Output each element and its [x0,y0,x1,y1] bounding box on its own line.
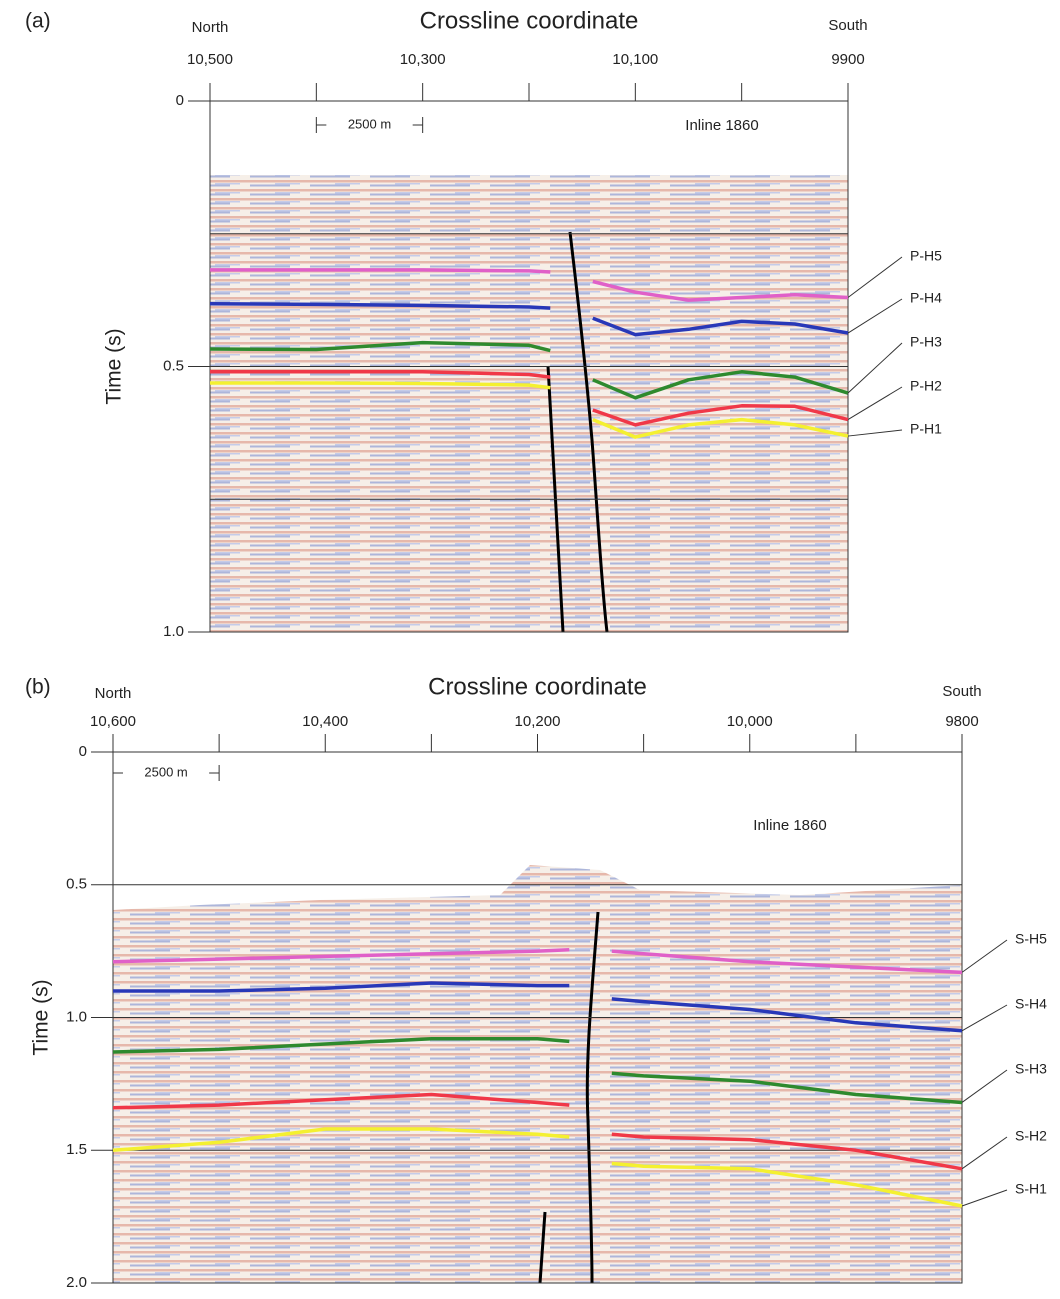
leader-line [961,1004,1008,1032]
leader-line [961,1136,1008,1170]
scale-bar-label: 2500 m [348,116,391,131]
x-tick-label: 10,000 [727,713,773,730]
y-tick-label: 0.5 [66,876,87,893]
x-tick-label: 10,200 [515,713,561,730]
annotation: Inline 1860 [685,117,758,134]
y-tick-label: 0 [176,92,184,109]
horizon [112,948,963,975]
scale-bar [315,117,424,133]
horizon-label: P-H4 [910,290,942,306]
fault [538,1211,547,1284]
y-tick-label: 2.0 [66,1274,87,1291]
chart-title: Crossline coordinate [428,673,647,700]
north-label: North [192,19,229,36]
annotation: Inline 1860 [753,817,826,834]
south-label: South [828,17,867,34]
horizon [209,302,849,337]
south-label: South [942,683,981,700]
leader-line [847,256,903,298]
seismic-section [210,175,848,632]
horizon-label: P-H2 [910,378,942,394]
north-label: North [95,685,132,702]
chart-title: Crossline coordinate [420,7,639,34]
horizon [210,370,849,427]
scale-bar [112,765,220,781]
horizon [209,340,849,400]
y-tick-label: 1.5 [66,1141,87,1158]
y-tick-label: 0 [79,743,87,760]
leader-line [847,429,903,437]
y-axis-label: Time (s) [30,979,53,1055]
x-tick-label: 10,400 [302,713,348,730]
horizon [112,1092,963,1171]
leader-line [961,939,1008,973]
panel-label: (b) [25,676,51,699]
seismic-section [113,865,962,1283]
x-tick-label: 9900 [831,51,864,68]
scale-bar-label: 2500 m [144,764,187,779]
horizon [210,268,849,302]
horizon [113,981,963,1033]
horizon [112,1127,963,1208]
horizon-label: S-H1 [1015,1181,1047,1197]
leader-line [961,1189,1008,1207]
y-tick-label: 1.0 [163,623,184,640]
y-tick-label: 1.0 [66,1008,87,1025]
panel-label: (a) [25,10,51,33]
horizon-label: P-H5 [910,248,942,264]
horizon [210,381,849,439]
horizon-label: P-H1 [910,421,942,437]
horizon-label: S-H2 [1015,1128,1047,1144]
x-tick-label: 9800 [945,713,978,730]
horizon-label: S-H4 [1015,996,1047,1012]
x-tick-label: 10,500 [187,51,233,68]
x-tick-label: 10,300 [400,51,446,68]
horizon-label: P-H3 [910,334,942,350]
x-tick-label: 10,100 [612,51,658,68]
y-axis-label: Time (s) [103,328,126,404]
fault [585,911,600,1284]
y-tick-label: 0.5 [163,357,184,374]
leader-line [847,342,903,394]
x-tick-label: 10,600 [90,713,136,730]
leader-line [961,1069,1008,1103]
leader-line [847,386,903,421]
horizon [112,1036,963,1105]
horizon-label: S-H5 [1015,931,1047,947]
leader-line [847,298,903,334]
fault [568,231,609,633]
horizon-label: S-H3 [1015,1061,1047,1077]
